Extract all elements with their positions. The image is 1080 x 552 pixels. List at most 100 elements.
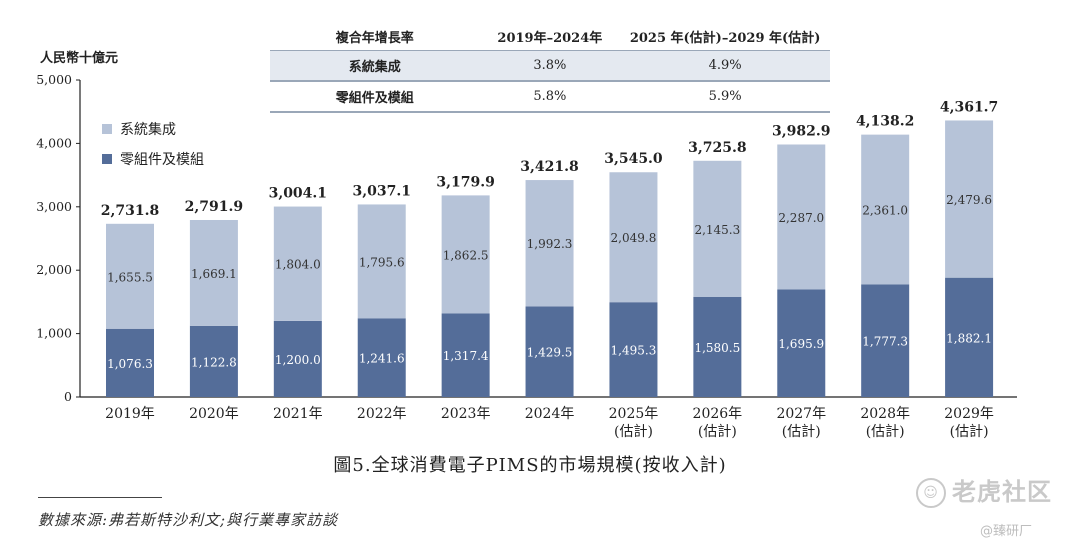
segment-value-label: 1,695.9 xyxy=(778,337,824,351)
bar-segment-system xyxy=(273,206,322,321)
watermark-brand: ☺ 老虎社区 xyxy=(916,472,1052,508)
segment-value-label: 1,076.3 xyxy=(107,357,153,371)
legend-label: 系統集成 xyxy=(120,121,176,138)
bar-segment-system xyxy=(525,180,574,307)
bar-segment-component xyxy=(777,289,826,397)
cagr-header-2025-2029: 2025 年(估計)–2029 年(估計) xyxy=(620,22,830,51)
chart-labels: 1,076.3 1,655.5 2,731.8 2019年 1,122.8 1,669.1… xyxy=(101,99,999,440)
y-tick-label: 5,000 xyxy=(36,72,72,87)
x-tick-label: (估計) xyxy=(614,424,653,440)
y-tick-label: 3,000 xyxy=(36,199,72,214)
cagr-header-row: 複合年增長率 2019年–2024年 2025 年(估計)–2029 年(估計) xyxy=(270,22,830,51)
source-note: 數據來源:弗若斯特沙利文;與行業專家訪談 xyxy=(38,511,339,529)
bar-segment-component xyxy=(189,325,238,397)
cagr-row-label: 系統集成 xyxy=(270,50,480,82)
bar-segment-component xyxy=(106,328,154,397)
bar-segment-system xyxy=(861,134,910,285)
y-tick-label: 2,000 xyxy=(36,262,72,277)
bar-segment-system xyxy=(357,204,406,319)
x-tick-label: 2021年 xyxy=(273,406,323,422)
chart-bars xyxy=(106,120,994,397)
segment-value-label: 1,317.4 xyxy=(443,349,489,363)
footer-divider xyxy=(38,497,162,498)
cagr-value: 5.8% xyxy=(479,81,621,113)
bar-segment-component xyxy=(525,306,574,397)
bar-segment-component xyxy=(945,277,994,397)
tiger-logo-icon: ☺ xyxy=(916,478,946,508)
segment-value-label: 1,882.1 xyxy=(946,331,992,345)
bar-total-label: 2,731.8 xyxy=(101,203,159,219)
bar-segment-system xyxy=(106,223,154,329)
x-tick-label: 2025年 xyxy=(609,406,659,422)
y-tick-label: 0 xyxy=(64,389,72,404)
segment-value-label: 2,145.3 xyxy=(694,223,740,237)
segment-value-label: 1,122.8 xyxy=(191,355,237,369)
segment-value-label: 1,804.0 xyxy=(275,258,321,272)
segment-value-label: 1,795.6 xyxy=(359,255,405,269)
x-tick-label: (估計) xyxy=(782,424,821,440)
bar-segment-system xyxy=(693,160,742,297)
bar-total-label: 4,361.7 xyxy=(940,99,998,115)
bar-segment-component xyxy=(609,302,658,397)
cagr-row-component: 零組件及模組 5.8% 5.9% xyxy=(270,81,830,113)
legend-swatch xyxy=(102,124,112,134)
cagr-value: 5.9% xyxy=(620,81,830,113)
cagr-header-2019-2024: 2019年–2024年 xyxy=(479,22,621,51)
bar-segment-system xyxy=(777,144,826,290)
cagr-value: 4.9% xyxy=(620,50,830,82)
segment-value-label: 1,992.3 xyxy=(527,237,573,251)
segment-value-label: 2,287.0 xyxy=(778,211,824,225)
bar-total-label: 3,037.1 xyxy=(352,183,410,199)
bar-segment-component xyxy=(357,318,406,397)
bar-total-label: 3,179.9 xyxy=(436,174,494,190)
x-tick-label: 2023年 xyxy=(441,406,491,422)
x-tick-label: 2027年 xyxy=(776,406,826,422)
bar-total-label: 3,421.8 xyxy=(520,159,578,175)
segment-value-label: 1,429.5 xyxy=(527,346,573,360)
bar-segment-system xyxy=(189,219,238,326)
bar-segment-system xyxy=(945,120,994,278)
bar-total-label: 3,545.0 xyxy=(604,151,663,167)
cagr-value: 3.8% xyxy=(479,50,621,82)
y-tick-label: 4,000 xyxy=(36,135,72,150)
y-axis-label: 人民幣十億元 xyxy=(40,50,118,66)
bar-total-label: 4,138.2 xyxy=(856,114,914,130)
x-tick-label: 2024年 xyxy=(525,406,575,422)
x-tick-label: 2020年 xyxy=(189,406,239,422)
cagr-header-label: 複合年增長率 xyxy=(270,22,480,51)
bar-segment-component xyxy=(441,313,490,397)
x-tick-label: 2019年 xyxy=(105,406,155,422)
x-tick-label: (估計) xyxy=(950,424,989,440)
watermark-brand-text: 老虎社区 xyxy=(952,478,1052,506)
x-tick-label: 2026年 xyxy=(693,406,743,422)
bar-segment-component xyxy=(273,320,322,397)
x-tick-label: 2028年 xyxy=(860,406,910,422)
x-tick-label: 2022年 xyxy=(357,406,407,422)
segment-value-label: 2,479.6 xyxy=(946,193,992,207)
bar-total-label: 3,004.1 xyxy=(269,186,327,202)
segment-value-label: 1,655.5 xyxy=(107,270,153,284)
segment-value-label: 1,777.3 xyxy=(862,335,908,349)
cagr-table: 複合年增長率 2019年–2024年 2025 年(估計)–2029 年(估計)… xyxy=(270,22,830,113)
chart-title: 圖5.全球消費電子PIMS的市場規模(按收入計) xyxy=(333,455,726,476)
bar-segment-system xyxy=(609,172,658,303)
x-tick-label: 2029年 xyxy=(944,406,994,422)
bar-total-label: 3,982.9 xyxy=(772,123,830,139)
segment-value-label: 1,241.6 xyxy=(359,352,405,366)
segment-value-label: 2,049.8 xyxy=(611,231,657,245)
bar-segment-system xyxy=(441,195,490,314)
y-tick-label: 1,000 xyxy=(36,326,72,341)
x-tick-label: (估計) xyxy=(866,424,905,440)
legend-label: 零組件及模組 xyxy=(120,152,204,168)
cagr-row-label: 零組件及模組 xyxy=(270,81,480,113)
segment-value-label: 1,862.5 xyxy=(443,248,489,262)
segment-value-label: 1,580.5 xyxy=(694,341,740,355)
segment-value-label: 1,495.3 xyxy=(611,344,657,358)
bar-total-label: 2,791.9 xyxy=(185,199,243,215)
cagr-row-system: 系統集成 3.8% 4.9% xyxy=(270,50,830,82)
segment-value-label: 2,361.0 xyxy=(862,203,908,217)
legend-swatch xyxy=(102,154,112,164)
bar-segment-component xyxy=(693,296,742,397)
